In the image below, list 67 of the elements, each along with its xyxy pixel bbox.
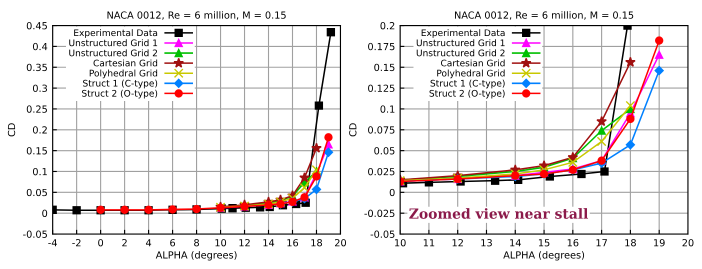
legend-label: Experimental Data (74, 29, 158, 38)
x-tick-label: 11 (424, 239, 434, 246)
y-tick-label: 0.05 (26, 188, 47, 196)
y-tick-label: 0.4 (32, 42, 48, 50)
legend-label: Unstructured Grid 1 (416, 39, 505, 46)
legend-label: Unstructured Grid 2 (69, 49, 158, 56)
legend-label: Cartesian Grid (441, 59, 505, 66)
legend-label: Experimental Data (422, 29, 505, 38)
y-tick-label: 0.125 (368, 84, 394, 92)
chart-title: NACA 0012, Re = 6 million, M = 0.15 (454, 11, 634, 20)
x-tick-label: 20 (334, 239, 346, 246)
x-tick-label: 17 (596, 239, 607, 246)
x-tick-label: 2 (122, 239, 127, 246)
y-axis-title: CD (8, 123, 16, 136)
y-tick-label: 0.15 (374, 64, 394, 72)
y-tick-label: -0.025 (364, 210, 394, 218)
y-tick-label: 0.075 (368, 126, 394, 134)
x-axis-title: ALPHA (degrees) (503, 251, 584, 260)
legend-label: Struct 1 (C-type) (430, 80, 505, 88)
y-tick-label: 0.3 (32, 84, 48, 92)
y-tick-label: 0.25 (26, 105, 47, 113)
legend-label: Unstructured Grid 2 (416, 49, 505, 56)
x-tick-label: 15 (538, 239, 550, 246)
x-tick-label: 18 (625, 239, 636, 246)
x-axis-title: ALPHA (degrees) (156, 251, 237, 260)
y-tick-label: 0.175 (368, 42, 394, 50)
y-tick-label: -0.05 (23, 230, 47, 238)
y-tick-label: 0.05 (374, 147, 394, 154)
legend-label: Cartesian Grid (94, 59, 158, 66)
y-tick-label: 0.15 (26, 147, 47, 154)
x-tick-label: 4 (146, 239, 152, 246)
x-tick-label: 8 (194, 239, 199, 246)
x-tick-label: 14 (510, 239, 521, 246)
x-tick-label: 13 (481, 239, 492, 246)
x-tick-label: 12 (452, 239, 463, 246)
x-tick-label: 16 (287, 239, 298, 246)
y-tick-label: 0.1 (32, 168, 47, 176)
y-tick-label: 0 (42, 210, 48, 218)
x-tick-label: -2 (72, 239, 81, 246)
x-tick-label: 6 (170, 239, 176, 246)
legend-label: Struct 2 (O-type) (430, 90, 505, 98)
legend-label: Unstructured Grid 1 (69, 39, 158, 46)
x-tick-label: 19 (654, 239, 665, 246)
y-tick-label: 0.45 (26, 22, 47, 30)
legend-label: Polyhedral Grid (90, 70, 158, 78)
x-tick-label: 20 (682, 239, 694, 246)
y-tick-label: 0.2 (380, 22, 394, 30)
y-tick-label: 0.025 (368, 168, 394, 176)
x-tick-label: 10 (395, 239, 406, 246)
x-tick-label: 18 (311, 239, 322, 246)
x-tick-label: 0 (98, 239, 104, 246)
chart-title: NACA 0012, Re = 6 million, M = 0.15 (107, 11, 286, 20)
y-tick-label: 0.2 (32, 126, 47, 134)
y-axis-title: CD (349, 123, 356, 136)
x-tick-label: 14 (263, 239, 274, 246)
y-tick-label: 0 (390, 188, 395, 196)
y-tick-label: 0.1 (380, 105, 394, 113)
legend-label: Struct 2 (O-type) (82, 90, 158, 98)
x-tick-label: 12 (239, 239, 250, 246)
y-tick-label: 0.35 (26, 64, 47, 72)
legend-label: Polyhedral Grid (437, 70, 505, 78)
legend-label: Struct 1 (C-type) (83, 80, 158, 88)
x-tick-label: 10 (215, 239, 226, 246)
x-tick-label: -4 (48, 239, 57, 246)
annotation: Zoomed view near stall (409, 208, 588, 219)
x-tick-label: 16 (568, 239, 578, 246)
y-tick-label: -0.05 (370, 230, 394, 238)
